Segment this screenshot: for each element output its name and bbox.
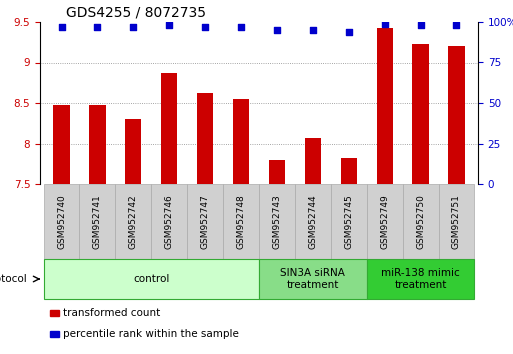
Bar	[80, 184, 115, 259]
Text: GSM952750: GSM952750	[416, 194, 425, 249]
Point	[57, 24, 66, 30]
Bar	[44, 184, 80, 259]
Bar	[53, 105, 70, 184]
Bar	[367, 184, 403, 259]
Text: GSM952751: GSM952751	[452, 194, 461, 249]
Text: GSM952742: GSM952742	[129, 194, 138, 249]
Bar	[197, 93, 213, 184]
Text: GSM952743: GSM952743	[272, 194, 282, 249]
Bar	[403, 184, 439, 259]
Bar	[412, 44, 429, 184]
Text: control: control	[133, 274, 169, 284]
Point	[129, 24, 137, 30]
Text: GSM952747: GSM952747	[201, 194, 210, 249]
Point	[237, 24, 245, 30]
Text: GDS4255 / 8072735: GDS4255 / 8072735	[66, 5, 206, 19]
Point	[165, 22, 173, 28]
Text: GSM952741: GSM952741	[93, 194, 102, 249]
Bar	[223, 184, 259, 259]
Text: GSM952749: GSM952749	[380, 194, 389, 249]
Text: GSM952744: GSM952744	[308, 194, 318, 249]
Point	[381, 21, 389, 27]
Bar	[269, 160, 285, 184]
Bar	[115, 184, 151, 259]
Bar	[187, 184, 223, 259]
Text: protocol: protocol	[0, 274, 26, 284]
Bar	[151, 184, 187, 259]
Bar	[89, 105, 106, 184]
Bar	[233, 99, 249, 184]
Bar	[125, 119, 142, 184]
Bar	[44, 259, 259, 299]
Point	[452, 22, 461, 28]
Bar	[305, 138, 321, 184]
Text: SIN3A siRNA
treatment: SIN3A siRNA treatment	[281, 268, 345, 290]
Bar	[377, 28, 393, 184]
Text: percentile rank within the sample: percentile rank within the sample	[63, 329, 239, 339]
Bar	[367, 259, 475, 299]
Text: GSM952740: GSM952740	[57, 194, 66, 249]
Bar	[259, 259, 367, 299]
Bar	[439, 184, 475, 259]
Point	[417, 22, 425, 28]
Text: GSM952748: GSM952748	[236, 194, 246, 249]
Text: GSM952745: GSM952745	[344, 194, 353, 249]
Point	[273, 27, 281, 33]
Bar	[295, 184, 331, 259]
Point	[345, 29, 353, 35]
Text: GSM952746: GSM952746	[165, 194, 174, 249]
Bar	[331, 184, 367, 259]
Point	[93, 24, 102, 30]
Bar	[448, 46, 465, 184]
Text: miR-138 mimic
treatment: miR-138 mimic treatment	[381, 268, 460, 290]
Point	[309, 27, 317, 33]
Text: transformed count: transformed count	[63, 308, 161, 318]
Bar	[161, 73, 177, 184]
Bar	[341, 158, 357, 184]
Bar	[259, 184, 295, 259]
Point	[201, 24, 209, 30]
